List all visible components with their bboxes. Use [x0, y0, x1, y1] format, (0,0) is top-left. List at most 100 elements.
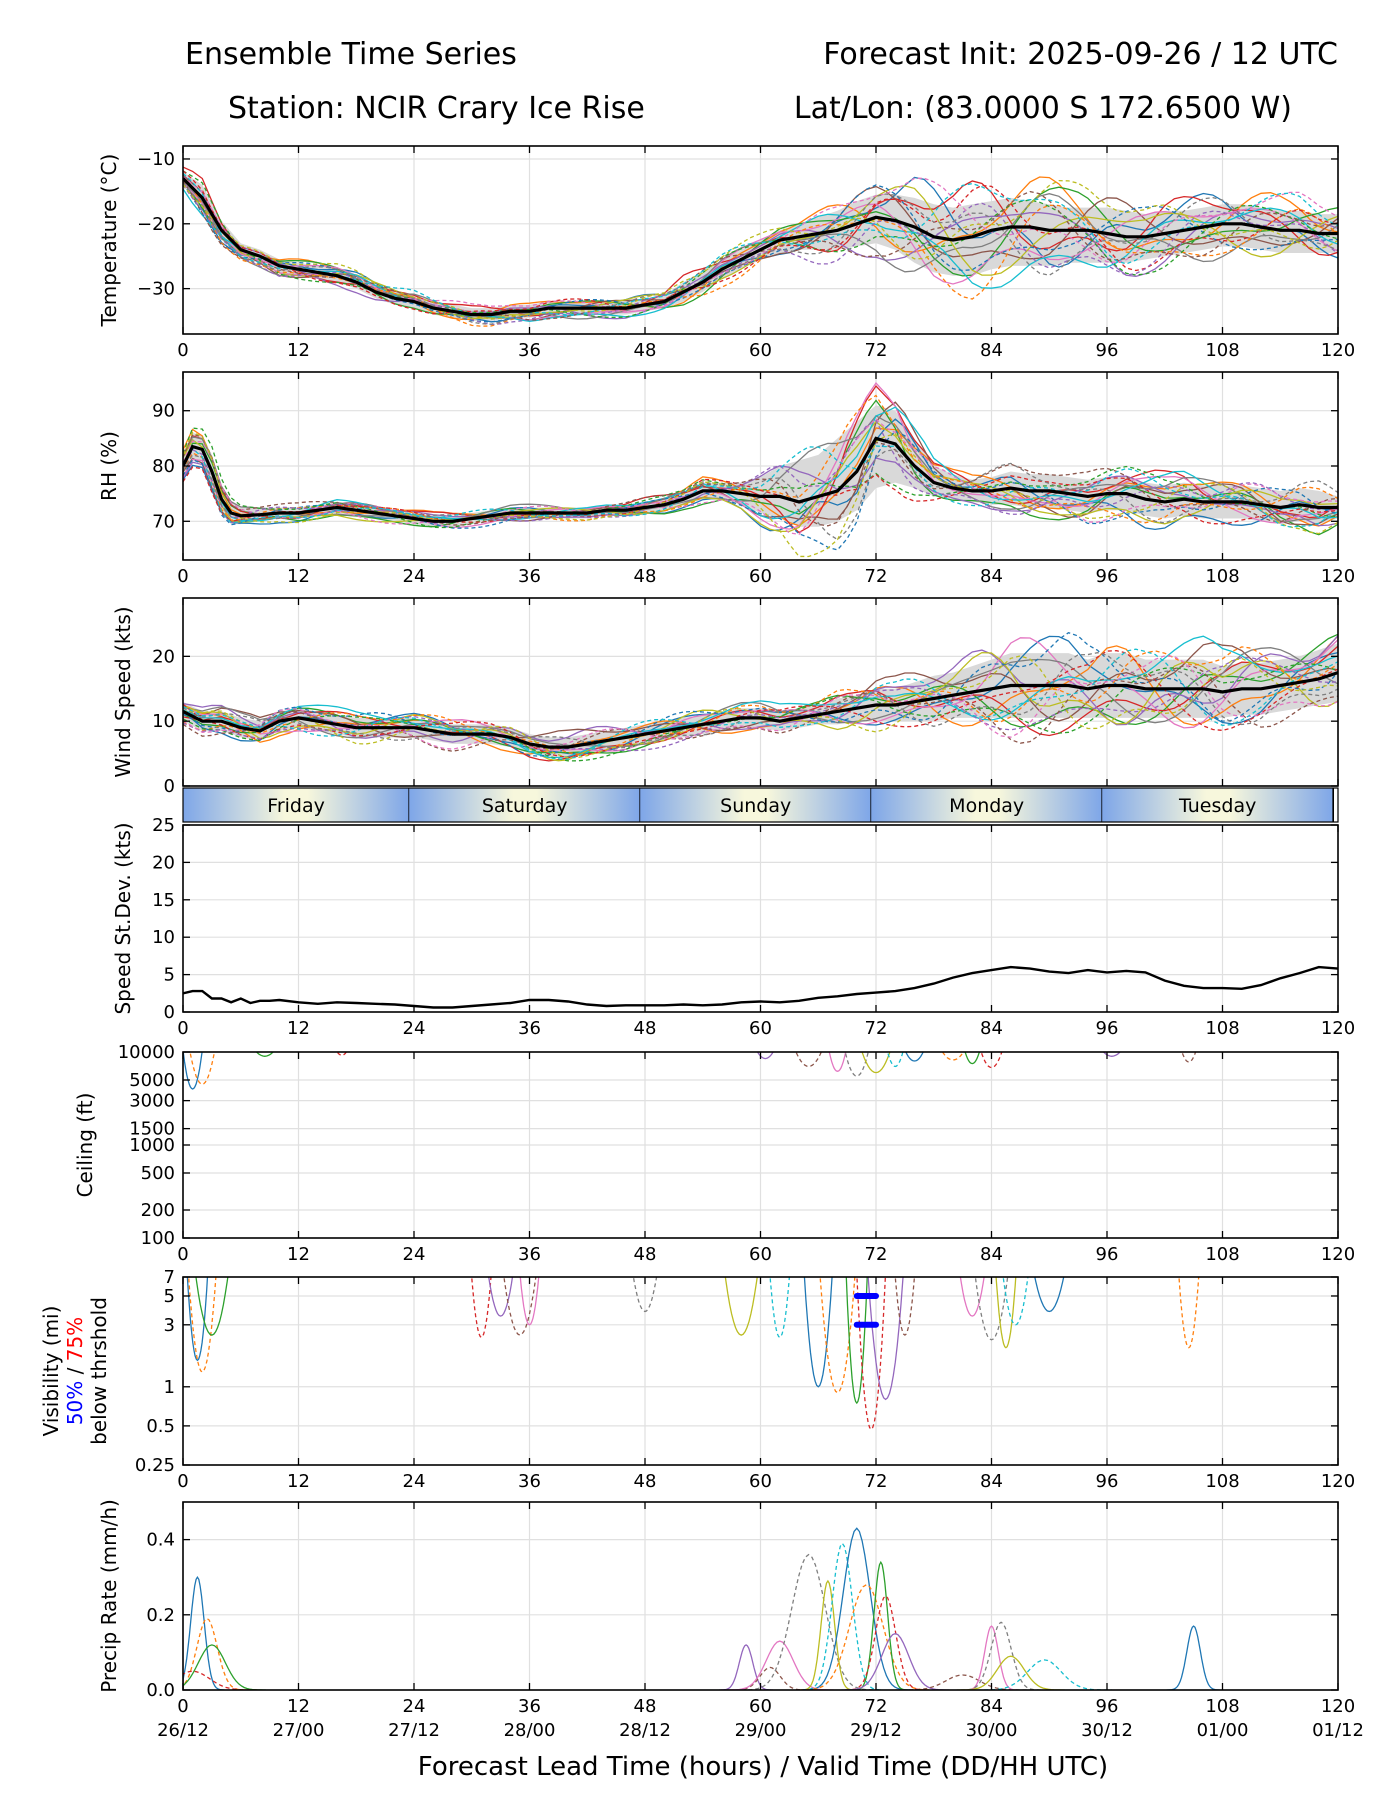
- member-dip-line: [1181, 1052, 1197, 1063]
- panel-visibility: 0 12 24 36 48 60 72 84 96 108 120 0.25 0.5 1 3 57 Visibi…: [39, 1267, 1355, 1492]
- y-tick-label: 0: [164, 1002, 175, 1023]
- ensemble-member-line: [183, 650, 1338, 758]
- x-tick-label: 0: [177, 1018, 188, 1039]
- y-tick-label: 5: [164, 1286, 175, 1307]
- x-tick-label: 108: [1205, 1018, 1239, 1039]
- member-dip-line: [795, 1052, 822, 1068]
- ensemble-member-line: [183, 645, 1338, 762]
- panel-speed_stdev: 0 12 24 36 48 60 72 84 96 108 120 0 5 10 15 20 25 Speed S…: [111, 815, 1355, 1039]
- x-tick-label: 12: [287, 1018, 310, 1039]
- panel-ceiling: 0 12 24 36 48 60 72 84 96 108 120 100 200 500 10001500…: [73, 1042, 1355, 1265]
- y-tick-label: 15: [152, 890, 175, 911]
- ensemble-member-line: [183, 174, 1338, 320]
- x-tick-label: 108: [1205, 1696, 1239, 1717]
- member-dip-line: [995, 1277, 1017, 1349]
- y-tick-label: 10: [152, 711, 175, 732]
- y-axis-label: Ceiling (ft): [73, 1093, 97, 1198]
- precip-member-line: [801, 1542, 883, 1690]
- ensemble-member-line: [183, 647, 1338, 748]
- x-tick-label: 120: [1321, 340, 1355, 361]
- valid-time-label: 26/12: [157, 1720, 209, 1741]
- x-tick-label: 12: [287, 1471, 310, 1492]
- member-dip-line: [894, 1277, 916, 1336]
- y-tick-label: 5000: [129, 1070, 175, 1091]
- ensemble-member-line: [183, 652, 1338, 749]
- member-dip-line: [186, 1277, 209, 1362]
- y-tick-label: 25: [152, 815, 175, 836]
- ensemble-member-line: [183, 631, 1338, 757]
- day-band: Friday Saturday Sunday Monday Tuesday: [182, 787, 1339, 823]
- day-segment: [640, 788, 872, 822]
- panel-wind_speed: 0 10 20 Wind Speed (kts): [111, 597, 1339, 797]
- ensemble-member-line: [183, 635, 1338, 759]
- x-tick-label: 36: [518, 1696, 541, 1717]
- member-dip-line: [255, 1052, 274, 1057]
- y-axis-label: Wind Speed (kts): [111, 606, 135, 777]
- label-sep: /: [63, 1361, 87, 1380]
- panel-temperature: 0 12 24 36 48 60 72 84 96 108 120 −30 −20 −10 Temperat…: [97, 145, 1355, 361]
- y-axis-label-below: below thrshold: [87, 1297, 111, 1445]
- y-tick-label: −30: [137, 279, 175, 300]
- x-tick-label: 48: [634, 1471, 657, 1492]
- valid-time-label: 30/12: [1081, 1720, 1133, 1741]
- x-tick-label: 48: [634, 1018, 657, 1039]
- x-tick-label: 108: [1205, 1471, 1239, 1492]
- y-axis-label: Visibility (mi): [39, 1306, 63, 1437]
- x-tick-label: 84: [980, 340, 1003, 361]
- y-tick-label: 0: [164, 776, 175, 797]
- x-tick-label: 96: [1096, 340, 1119, 361]
- plot-area: [183, 965, 1338, 1009]
- ensemble-member-line: [183, 655, 1338, 750]
- ensemble-member-line: [183, 445, 1338, 528]
- ensemble-member-line: [183, 662, 1338, 762]
- x-tick-label: 72: [865, 1471, 888, 1492]
- y-axis-label: Precip Rate (mm/h): [97, 1499, 121, 1693]
- station-title: Station: NCIR Crary Ice Rise: [228, 91, 645, 126]
- x-tick-label: 0: [177, 566, 188, 587]
- ensemble-member-line: [183, 648, 1338, 760]
- y-tick-label: 70: [152, 511, 175, 532]
- x-tick-label: 72: [865, 1018, 888, 1039]
- day-label: Tuesday: [1178, 795, 1256, 817]
- x-tick-label: 48: [634, 340, 657, 361]
- panels: 0 12 24 36 48 60 72 84 96 108 120−30−20−10Temperat…: [39, 145, 1364, 1741]
- plot-area: [183, 381, 1338, 558]
- x-tick-label: 0: [177, 340, 188, 361]
- y-tick-label: 90: [152, 401, 175, 422]
- member-dip-line: [189, 1052, 216, 1085]
- precip-member-line: [800, 1579, 855, 1690]
- x-tick-label: 84: [980, 1471, 1003, 1492]
- ensemble-member-line: [183, 181, 1338, 321]
- x-tick-label: 24: [403, 1018, 426, 1039]
- ensemble-mean-line: [183, 436, 1338, 523]
- ensemble-member-line: [183, 170, 1338, 319]
- member-dip-line: [867, 1277, 904, 1401]
- day-segment: [409, 788, 641, 822]
- plot-area: [183, 166, 1338, 327]
- spread-band: [183, 643, 1338, 757]
- ensemble-member-line: [183, 182, 1338, 325]
- ensemble-member-line: [183, 399, 1338, 536]
- member-dip-line: [844, 1052, 869, 1077]
- member-dip-line: [1102, 1052, 1121, 1057]
- precip-member-line: [183, 1575, 225, 1690]
- precip-member-line: [183, 1644, 266, 1690]
- valid-time-label: 28/12: [619, 1720, 671, 1741]
- precip-member-line: [956, 1655, 1065, 1690]
- y-tick-label: 10: [152, 927, 175, 948]
- x-tick-label: 36: [518, 340, 541, 361]
- ensemble-member-line: [183, 177, 1338, 319]
- x-tick-label: 84: [980, 566, 1003, 587]
- x-tick-label: 60: [749, 1471, 772, 1492]
- x-tick-label: 24: [403, 1244, 426, 1265]
- x-tick-label: 96: [1096, 1244, 1119, 1265]
- precip-member-line: [1166, 1625, 1221, 1690]
- day-segment: [183, 788, 410, 822]
- member-dip-line: [519, 1277, 540, 1326]
- y-tick-label: −20: [137, 214, 175, 235]
- x-tick-label: 12: [287, 1244, 310, 1265]
- member-dip-line: [503, 1277, 537, 1336]
- y-axis-label: Speed St.Dev. (kts): [111, 822, 135, 1014]
- y-tick-label: 0.25: [135, 1455, 175, 1476]
